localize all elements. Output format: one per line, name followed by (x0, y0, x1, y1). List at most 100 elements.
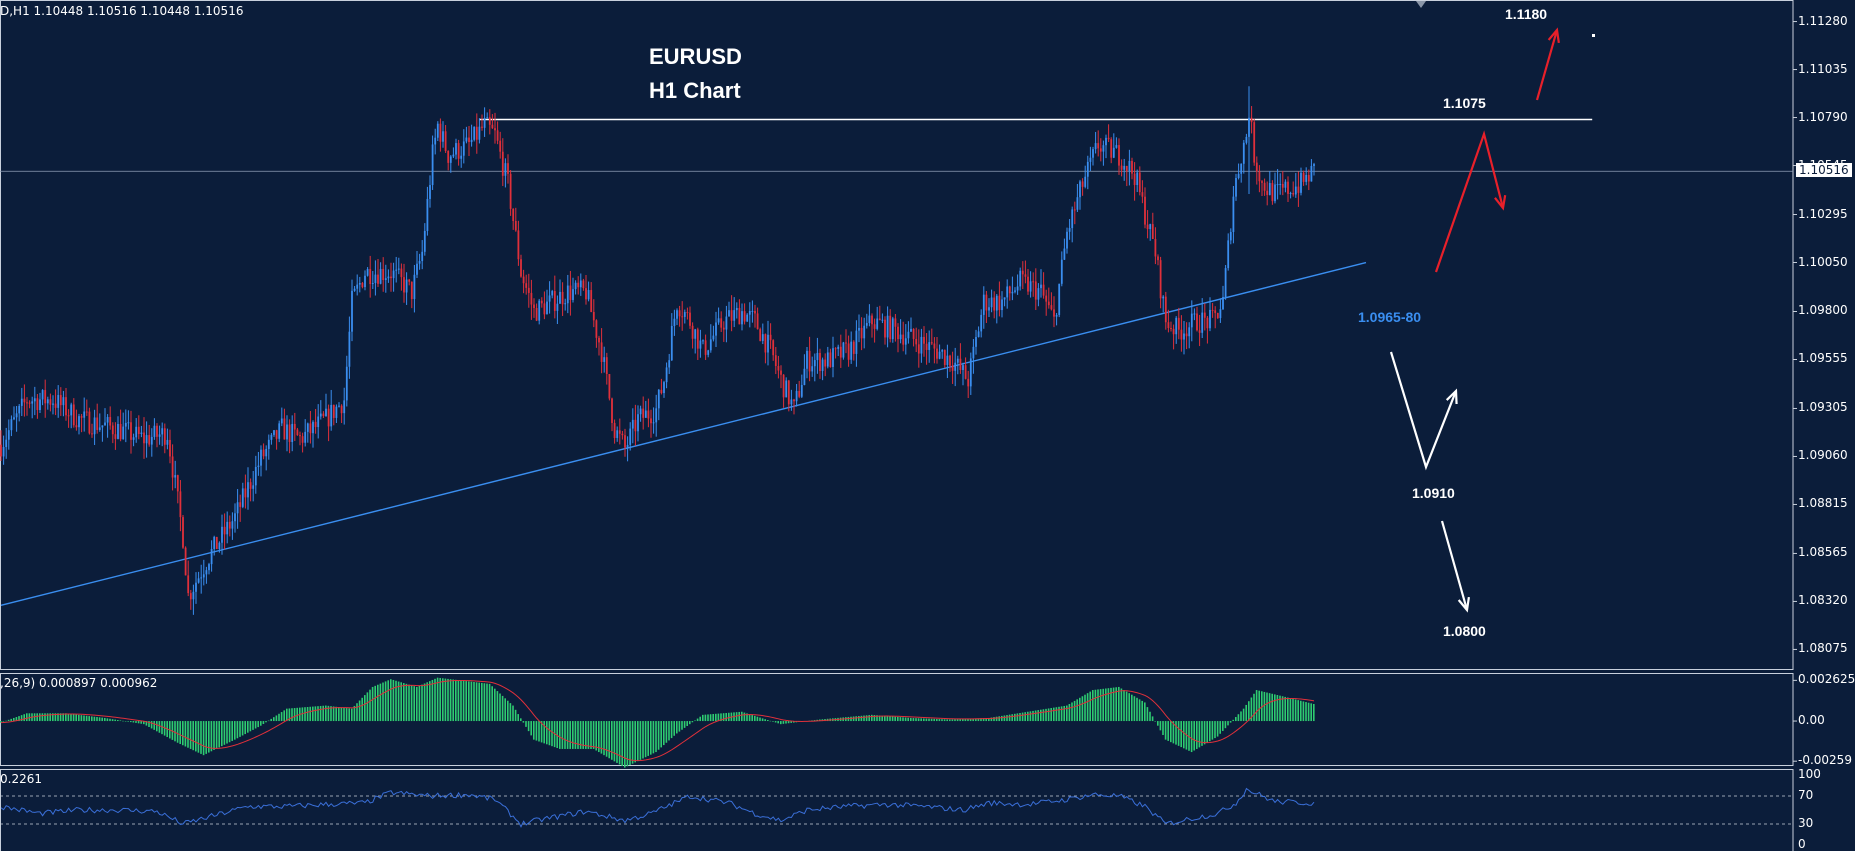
candle-bear (1263, 182, 1266, 191)
candle-bear (1024, 274, 1027, 277)
macd-histogram-bar (678, 721, 681, 732)
rsi-axis-label: 100 (1798, 767, 1821, 781)
macd-histogram-bar (267, 720, 270, 722)
macd-histogram-bar (1123, 690, 1125, 722)
macd-histogram-bar (683, 721, 686, 728)
macd-histogram-bar (761, 718, 764, 722)
candle-bear (1292, 192, 1295, 195)
candle-bear (189, 593, 192, 600)
candle-bull (652, 422, 655, 424)
candle-bear (756, 313, 759, 330)
candle-bear (1050, 305, 1053, 310)
candle-bull (418, 261, 421, 264)
macd-histogram-bar (369, 689, 371, 722)
macd-histogram-bar (621, 721, 623, 766)
macd-histogram-bar (910, 717, 912, 722)
macd-histogram-bar (665, 721, 668, 743)
macd-histogram-bar (109, 718, 111, 722)
macd-histogram-bar (1287, 697, 1289, 722)
candle-bear (361, 283, 364, 288)
macd-histogram-bar (353, 705, 356, 722)
macd-histogram-bar (527, 721, 530, 732)
candle-bull (832, 348, 834, 367)
candle-bull (761, 334, 764, 341)
macd-histogram-bar (96, 717, 98, 722)
candle-bear (1034, 281, 1037, 300)
macd-histogram-bar (613, 721, 616, 762)
candle-bear (1198, 330, 1201, 333)
macd-histogram-bar (514, 709, 517, 722)
macd-histogram-bar (486, 683, 488, 722)
price-axis-label: 1.09800 (1798, 303, 1848, 318)
candle-bear (65, 397, 67, 416)
candle-bear (829, 352, 832, 367)
macd-histogram-bar (2, 721, 5, 722)
candle-bear (369, 269, 372, 285)
candle-bull (1310, 165, 1313, 182)
candle-bear (54, 403, 57, 408)
candle-bull (473, 126, 476, 140)
macd-histogram-bar (70, 713, 72, 722)
macd-histogram-bar (1292, 698, 1294, 722)
candle-bear (36, 398, 39, 411)
macd-histogram-bar (239, 721, 241, 737)
candle-bear (494, 128, 496, 131)
macd-histogram-bar (712, 714, 714, 722)
candle-bull (197, 578, 200, 583)
candle-bear (585, 288, 587, 300)
macd-histogram-bar (756, 716, 759, 722)
macd-axis-label: -0.00259 (1798, 753, 1852, 768)
price-axis-label: 1.10050 (1798, 254, 1848, 269)
macd-histogram-bar (673, 721, 675, 736)
macd-histogram-bar (637, 721, 639, 762)
candle-bull (98, 427, 101, 430)
macd-histogram-bar (26, 713, 28, 722)
macd-histogram-bar (1107, 688, 1110, 722)
candle-bear (1159, 260, 1162, 299)
candle-bear (774, 355, 777, 366)
candle-bear (223, 526, 226, 535)
candle-bull (442, 131, 444, 142)
candle-bear (696, 329, 699, 349)
macd-histogram-bar (1203, 721, 1206, 745)
candle-bull (806, 350, 808, 369)
candle-bull (816, 352, 819, 361)
macd-histogram-bar (1253, 693, 1255, 722)
macd-histogram-bar (956, 719, 959, 722)
macd-histogram-bar (478, 682, 480, 722)
macd-histogram-bar (1112, 687, 1115, 722)
macd-histogram-bar (782, 721, 785, 724)
candle-bear (501, 151, 504, 176)
macd-histogram-bar (234, 721, 236, 740)
macd-histogram-bar (816, 719, 818, 722)
macd-histogram-bar (52, 713, 54, 722)
candle-bear (738, 307, 741, 325)
macd-histogram-bar (748, 714, 751, 722)
candle-bull (559, 291, 561, 304)
macd-histogram-bar (78, 714, 80, 722)
macd-histogram-bar (535, 721, 538, 741)
candle-bull (397, 268, 400, 270)
macd-histogram-bar (5, 720, 7, 722)
candle-bull (462, 141, 465, 156)
macd-histogram-bar (746, 713, 748, 722)
candle-bull (460, 155, 463, 159)
candle-bull (1084, 176, 1087, 187)
candle-bull (1014, 290, 1016, 292)
candle-bear (1261, 181, 1263, 183)
candle-bull (18, 405, 21, 414)
candle-bear (299, 435, 301, 437)
macd-histogram-bar (907, 717, 909, 722)
candle-bear (239, 502, 242, 507)
candle-bull (31, 401, 34, 404)
macd-histogram-bar (257, 721, 259, 728)
candle-bear (647, 410, 650, 419)
candle-bull (863, 325, 866, 339)
candle-bull (665, 367, 668, 383)
macd-histogram-bar (1237, 714, 1240, 722)
candle-bear (577, 282, 580, 288)
candle-bear (985, 294, 988, 311)
macd-histogram-bar (41, 713, 44, 722)
candle-bull (210, 549, 213, 565)
macd-histogram-bar (507, 700, 509, 722)
